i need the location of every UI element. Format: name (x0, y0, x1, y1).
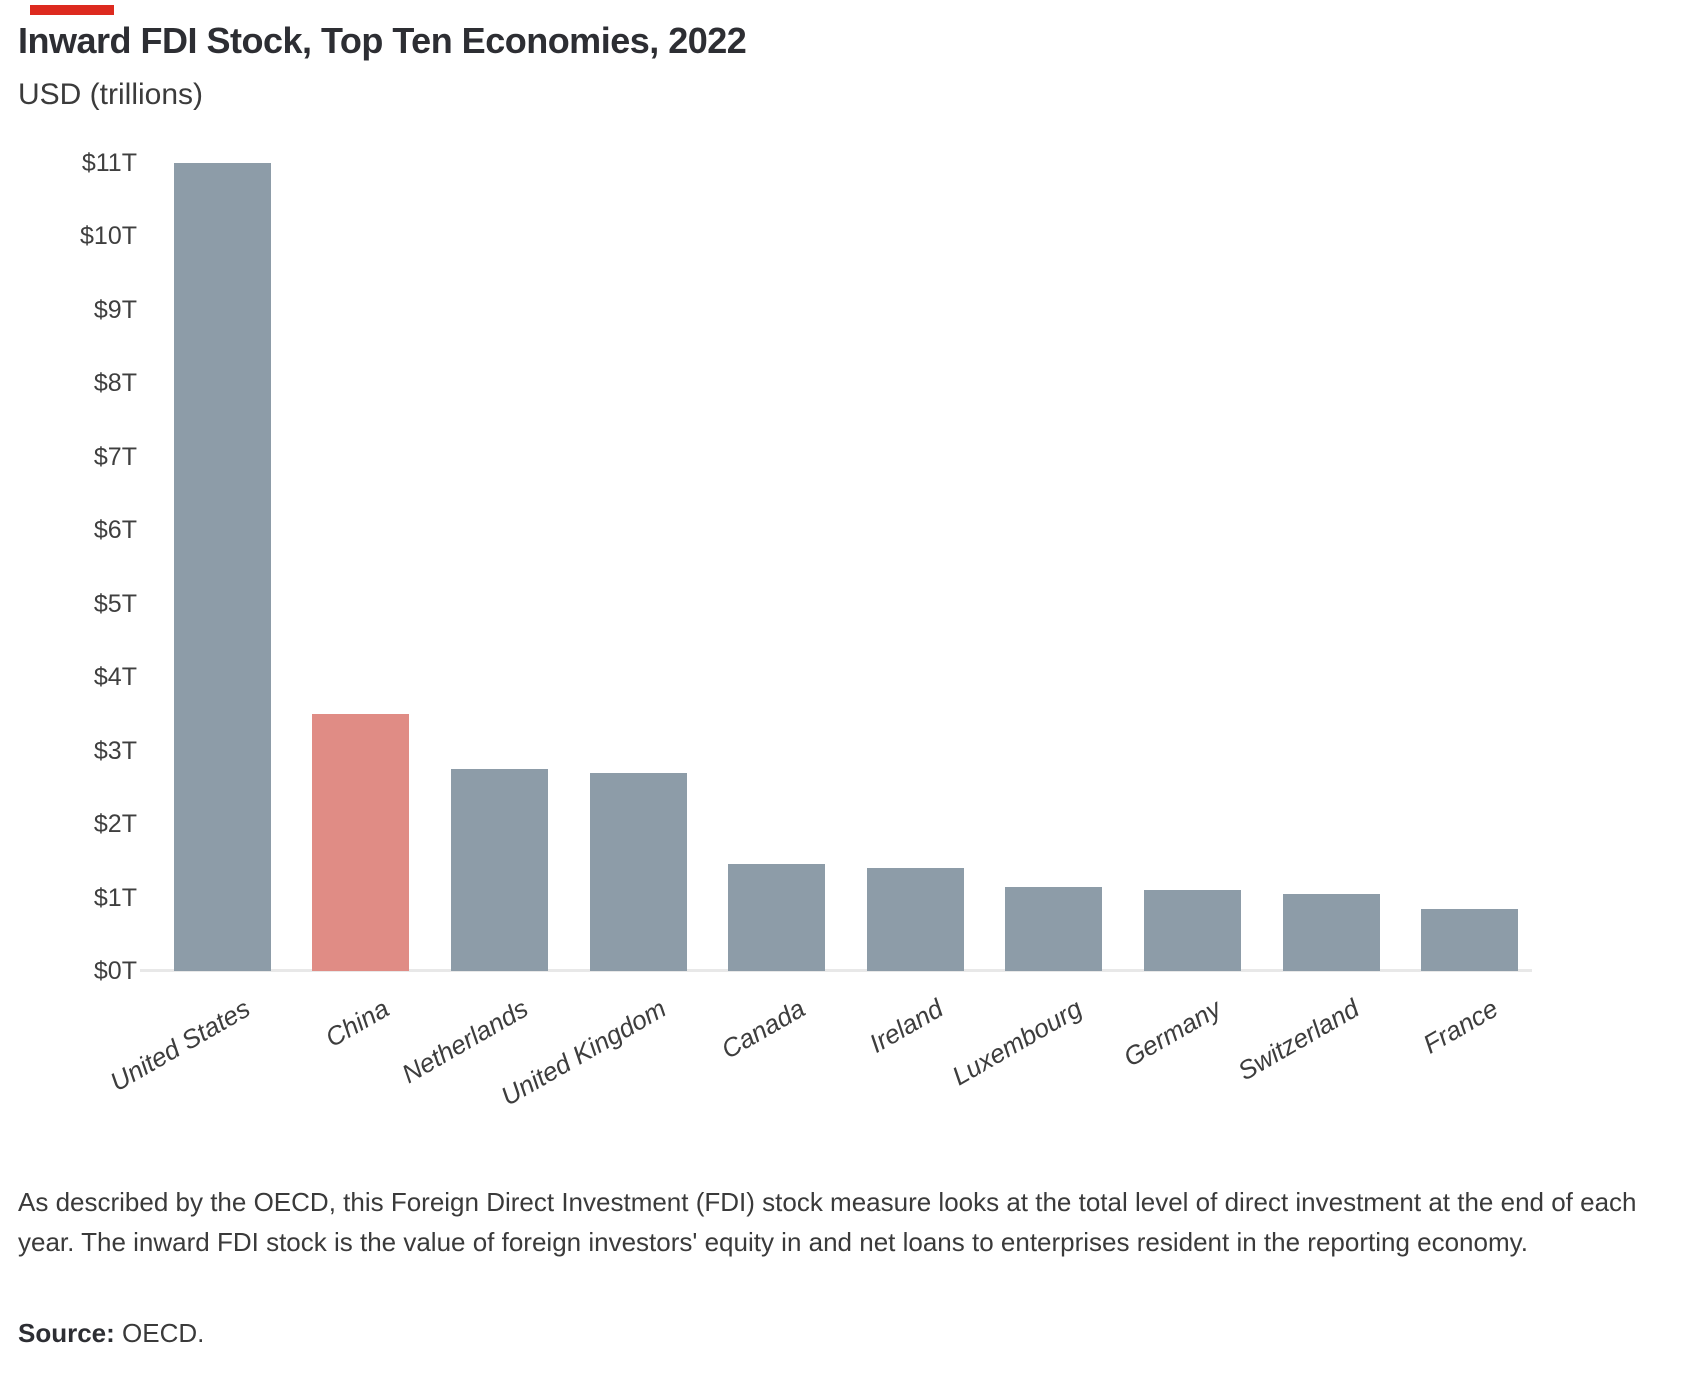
source-text: OECD. (114, 1318, 205, 1348)
bar-united-states (173, 163, 271, 971)
y-axis-tick-label: $9T (93, 295, 137, 324)
y-axis-tick-label: $3T (93, 736, 137, 765)
y-axis-tick-label: $2T (93, 810, 137, 839)
bar-france (1421, 909, 1519, 971)
y-axis-tick-label: $7T (93, 442, 137, 471)
bar-canada (728, 864, 826, 971)
bar-chart-plot-area: $0T $1T $2T $3T $4T $5T $6T $7T $8T $9T $10T $11T Un… (80, 149, 1532, 1111)
y-axis-tick-label: $4T (93, 663, 137, 692)
y-axis-tick-label: $1T (93, 883, 137, 912)
y-axis-tick-label: $0T (93, 957, 137, 985)
y-axis-tick-label: $5T (93, 589, 137, 618)
x-axis-baseline (140, 969, 1532, 972)
y-axis-tick-label: $6T (93, 516, 137, 545)
source-label: Source: (18, 1318, 115, 1348)
bar-luxembourg (1005, 887, 1103, 971)
bar-china (312, 714, 410, 971)
source-line: Source: OECD. (18, 1318, 204, 1349)
bar-united-kingdom (589, 773, 687, 971)
y-axis-tick-label: $10T (80, 222, 137, 251)
bar-germany (1144, 890, 1241, 971)
chart-subtitle: USD (trillions) (18, 78, 204, 111)
bar-ireland (866, 868, 964, 971)
brand-accent-bar (30, 5, 114, 15)
bar-netherlands (451, 769, 548, 971)
y-axis-tick-label: $8T (93, 369, 137, 398)
y-axis-tick-label: $11T (81, 149, 137, 177)
chart-note: As described by the OECD, this Foreign D… (18, 1187, 1637, 1258)
bar-switzerland (1282, 894, 1380, 971)
chart-title: Inward FDI Stock, Top Ten Economies, 202… (18, 20, 747, 61)
